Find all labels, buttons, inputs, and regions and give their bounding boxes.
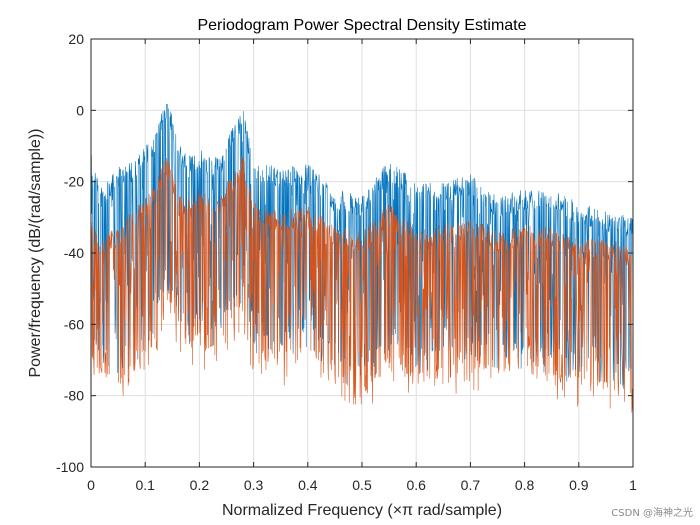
x-tick-label: 0 bbox=[87, 477, 95, 493]
axes bbox=[90, 38, 634, 468]
x-tick-label: 0.1 bbox=[135, 477, 155, 493]
x-tick-label: 0.6 bbox=[406, 477, 426, 493]
y-tick-label: 0 bbox=[76, 102, 84, 118]
x-tick-label: 0.5 bbox=[352, 477, 372, 493]
x-tick-label: 0.8 bbox=[515, 477, 535, 493]
y-tick-label: 20 bbox=[68, 31, 84, 47]
series-line-blue bbox=[90, 103, 634, 389]
plot-series bbox=[90, 103, 634, 413]
y-tick-label: -100 bbox=[56, 459, 84, 475]
y-axis-label: Power/frequency (dB/(rad/sample)) bbox=[27, 129, 44, 378]
x-tick-label: 0.4 bbox=[298, 477, 318, 493]
x-tick-label: 0.3 bbox=[244, 477, 264, 493]
x-tick-label: 0.2 bbox=[190, 477, 210, 493]
y-tick-label: -60 bbox=[64, 316, 84, 332]
x-tick-label: 1 bbox=[629, 477, 637, 493]
series-line-orange bbox=[90, 156, 634, 413]
x-axis-label: Normalized Frequency (×π rad/sample) bbox=[222, 502, 502, 519]
chart-title: Periodogram Power Spectral Density Estim… bbox=[197, 17, 526, 34]
tick-labels: 0 0.1 0.2 0.3 0.4 0.5 0.6 0.7 0.8 0.9 1 20 0 -20 -40 -6… bbox=[56, 31, 637, 493]
y-tick-label: -80 bbox=[64, 388, 84, 404]
x-tick-label: 0.9 bbox=[569, 477, 589, 493]
y-tick-label: -20 bbox=[64, 174, 84, 190]
y-tick-label: -40 bbox=[64, 245, 84, 261]
x-tick-label: 0.7 bbox=[461, 477, 481, 493]
watermark-text: CSDN @海神之光 bbox=[611, 506, 693, 519]
